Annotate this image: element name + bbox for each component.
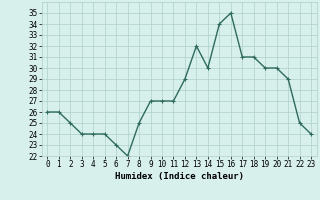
X-axis label: Humidex (Indice chaleur): Humidex (Indice chaleur) [115, 172, 244, 181]
